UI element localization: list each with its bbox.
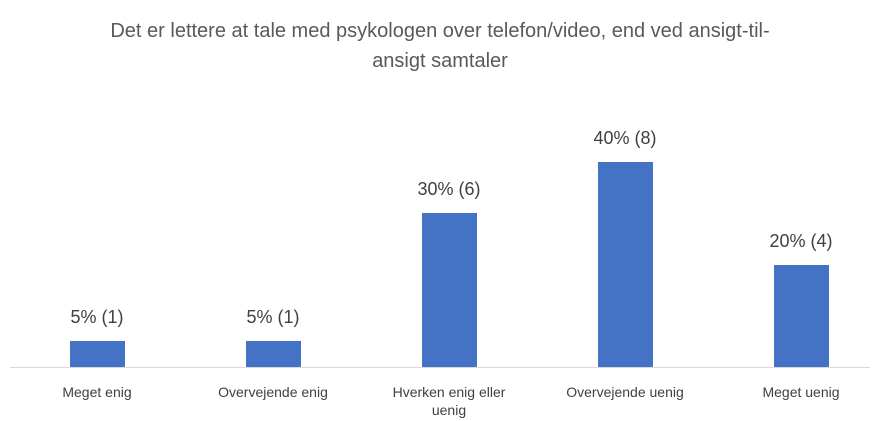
bar: [773, 264, 829, 367]
x-tick-label: Overvejende uenig: [566, 384, 684, 400]
data-label: 20% (4): [769, 230, 833, 251]
data-label: 30% (6): [417, 179, 481, 200]
bar: [69, 341, 125, 367]
data-label: 5% (1): [70, 307, 124, 328]
x-tick-label: Meget enig: [62, 384, 132, 400]
x-tick-label: Meget uenig: [762, 384, 840, 400]
bar: [245, 341, 301, 367]
chart-title: Det er lettere at tale med psykologen ov…: [110, 20, 770, 72]
x-tick-label: Hverken enig eller uenig: [392, 384, 506, 418]
x-axis-line: [10, 367, 870, 368]
data-label: 5% (1): [246, 307, 300, 328]
bar: [597, 162, 653, 367]
bar: [421, 213, 477, 367]
x-tick-label: Overvejende enig: [218, 384, 328, 400]
data-label: 40% (8): [593, 128, 657, 148]
